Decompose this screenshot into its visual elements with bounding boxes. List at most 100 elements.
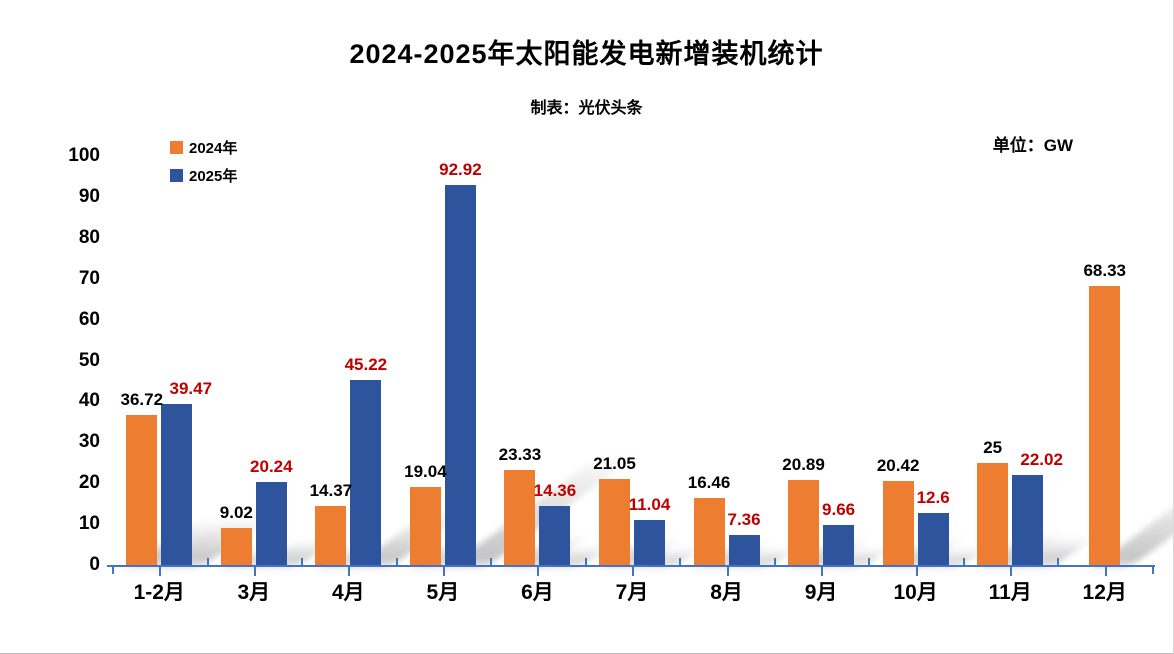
x-axis-label: 4月 — [332, 581, 365, 604]
data-label-2024: 16.46 — [687, 472, 731, 492]
y-axis-label: 0 — [89, 554, 100, 575]
axis-tick — [915, 567, 918, 576]
legend-item: 2024年 — [170, 137, 237, 158]
y-axis-label: 10 — [78, 513, 100, 535]
data-label-2024: 68.33 — [1083, 260, 1126, 280]
bar-2024 — [126, 414, 158, 565]
x-axis-label: 5月 — [426, 581, 460, 604]
data-label-2025: 22.02 — [1020, 449, 1063, 469]
x-axis-label: 1-2月 — [133, 581, 185, 604]
legend: 2024年 2025年 — [170, 137, 237, 186]
axis-tick — [301, 558, 304, 565]
bar-2025 — [917, 513, 949, 565]
bar-2024 — [504, 469, 536, 565]
axis-tick — [726, 567, 729, 576]
y-axis-label: 60 — [78, 308, 100, 330]
bar-2025 — [539, 506, 571, 565]
data-label-2025: 92.92 — [439, 159, 482, 179]
bar-2025 — [444, 184, 476, 565]
data-label-2024: 19.04 — [404, 462, 447, 482]
y-axis-label: 90 — [78, 185, 100, 207]
x-axis-label: 9月 — [804, 581, 838, 604]
bar-2024 — [315, 506, 347, 565]
y-axis-label: 20 — [78, 472, 100, 494]
axis-tick — [1104, 567, 1107, 576]
data-label-2024: 23.33 — [498, 444, 542, 464]
axis-tick — [584, 558, 587, 565]
y-axis-label: 40 — [78, 390, 100, 412]
axis-tick — [206, 558, 209, 565]
bar-2024 — [882, 481, 914, 565]
axis-tick — [821, 567, 824, 576]
axis-tick — [442, 567, 445, 576]
bar-2024 — [409, 487, 441, 565]
axis-tick — [632, 567, 634, 576]
axis-tick — [395, 558, 398, 565]
axis-tick — [868, 558, 871, 565]
data-label-2025: 11.04 — [628, 494, 671, 514]
x-axis-label: 6月 — [521, 581, 554, 604]
y-axis-label: 100 — [68, 145, 100, 166]
y-axis-label: 80 — [78, 226, 100, 248]
bar-2025 — [1012, 474, 1044, 565]
data-label-2024: 9.02 — [219, 503, 253, 523]
data-label-2025: 45.22 — [344, 355, 388, 375]
axis-tick — [159, 567, 162, 576]
x-axis-label: 10月 — [893, 581, 938, 604]
x-axis-label: 3月 — [237, 581, 271, 604]
data-label-2024: 20.42 — [876, 456, 920, 476]
bar-2024 — [788, 479, 820, 565]
chart-title: 2024-2025年太阳能发电新增装机统计 — [349, 39, 824, 69]
data-label-2025: 20.24 — [250, 457, 293, 477]
unit-label: 单位：GW — [992, 136, 1073, 155]
bar-2024 — [977, 462, 1009, 565]
legend-swatch-icon — [170, 169, 183, 182]
axis-tick — [679, 558, 682, 565]
bar-2025 — [255, 482, 287, 565]
y-axis-label: 30 — [78, 431, 100, 453]
x-axis-line — [107, 565, 1155, 567]
axis-tick — [1010, 567, 1013, 576]
axis-tick — [773, 558, 776, 565]
bar-2025 — [634, 519, 665, 565]
x-axis-label: 8月 — [710, 581, 743, 604]
data-label-2024: 14.37 — [309, 481, 353, 501]
axis-tick — [1057, 558, 1060, 565]
axis-tick — [112, 565, 114, 574]
bar-2025 — [161, 403, 193, 565]
data-label-2025: 12.6 — [916, 488, 950, 508]
data-label-2024: 21.05 — [593, 453, 636, 473]
y-axis-label: 50 — [78, 349, 100, 371]
legend-label: 2024年 — [189, 140, 238, 157]
legend-swatch-icon — [170, 141, 183, 154]
legend-label: 2025年 — [189, 168, 238, 185]
axis-tick — [253, 567, 256, 576]
chart-subtitle: 制表：光伏头条 — [530, 100, 643, 117]
axis-tick — [537, 567, 540, 576]
axis-tick — [962, 558, 965, 565]
axis-tick — [1152, 565, 1154, 574]
data-label-2025: 7.36 — [727, 509, 761, 529]
data-label-2025: 9.66 — [822, 500, 856, 520]
data-label-2024: 25 — [983, 437, 1003, 457]
bar-2025 — [728, 534, 760, 565]
bar-2024 — [220, 528, 252, 565]
x-axis-label: 11月 — [988, 581, 1032, 604]
data-label-2024: 36.72 — [120, 389, 164, 409]
axis-tick — [490, 558, 493, 565]
data-label-2025: 14.36 — [533, 481, 577, 501]
bar-2024 — [599, 478, 630, 565]
bar-2024 — [693, 497, 725, 565]
y-axis-label: 70 — [78, 267, 100, 289]
data-label-2025: 39.47 — [169, 378, 213, 398]
x-axis-label: 7月 — [615, 581, 649, 604]
x-axis-label: 12月 — [1082, 581, 1127, 604]
axis-tick — [348, 567, 351, 576]
bar-2024 — [1089, 285, 1121, 565]
data-label-2024: 20.89 — [782, 454, 825, 474]
bar-2025 — [350, 380, 382, 565]
legend-item: 2025年 — [170, 165, 237, 186]
bar-2025 — [823, 525, 855, 565]
